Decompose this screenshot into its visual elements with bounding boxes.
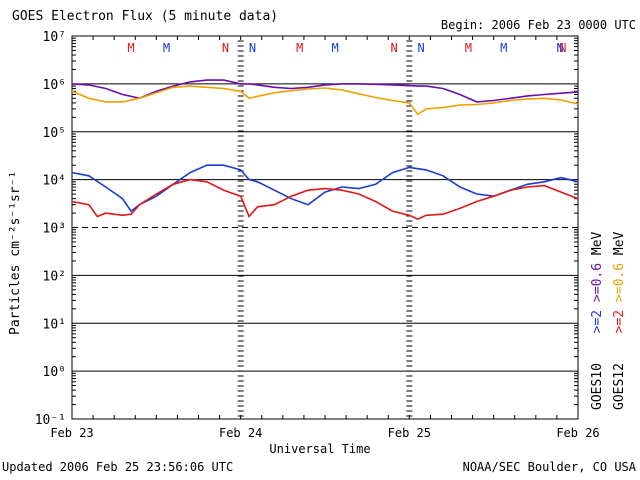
x-tick-label: Feb 23 <box>50 426 93 440</box>
x-tick-label: Feb 25 <box>388 426 431 440</box>
eclipse-marker: N <box>391 41 398 55</box>
eclipse-marker: M <box>465 41 472 55</box>
eclipse-marker: N <box>559 41 566 55</box>
y-tick-label: 10⁴ <box>43 174 66 189</box>
chart-title: GOES Electron Flux (5 minute data) <box>12 9 279 24</box>
eclipse-marker: N <box>222 41 229 55</box>
eclipse-marker: M <box>332 41 339 55</box>
eclipse-marker: M <box>127 41 134 55</box>
x-tick-label: Feb 24 <box>219 426 262 440</box>
eclipse-marker: M <box>500 41 507 55</box>
y-tick-label: 10⁷ <box>43 30 66 45</box>
begin-time: Begin: 2006 Feb 23 0000 UTC <box>440 18 636 32</box>
y-tick-label: 10³ <box>43 222 66 237</box>
y-tick-label: 10² <box>43 269 66 284</box>
series-line <box>71 178 579 220</box>
y-tick-label: 10¹ <box>43 317 66 332</box>
series-line <box>71 79 579 103</box>
y-tick-label: 10⁰ <box>43 365 66 380</box>
y-tick-label: 10⁶ <box>43 78 66 93</box>
eclipse-marker: N <box>556 41 563 55</box>
series-line <box>71 85 579 116</box>
eclipse-marker: M <box>296 41 303 55</box>
x-tick-label: Feb 26 <box>556 426 599 440</box>
updated-timestamp: Updated 2006 Feb 25 23:56:06 UTC <box>2 460 234 474</box>
y-tick-label: 10⁵ <box>43 126 66 141</box>
y-tick-label: 10⁻¹ <box>35 413 66 428</box>
eclipse-marker: N <box>249 41 256 55</box>
credit-text: NOAA/SEC Boulder, CO USA <box>462 460 636 474</box>
x-axis-label: Universal Time <box>269 442 371 456</box>
eclipse-marker: N <box>418 41 425 55</box>
eclipse-marker: M <box>163 41 170 55</box>
